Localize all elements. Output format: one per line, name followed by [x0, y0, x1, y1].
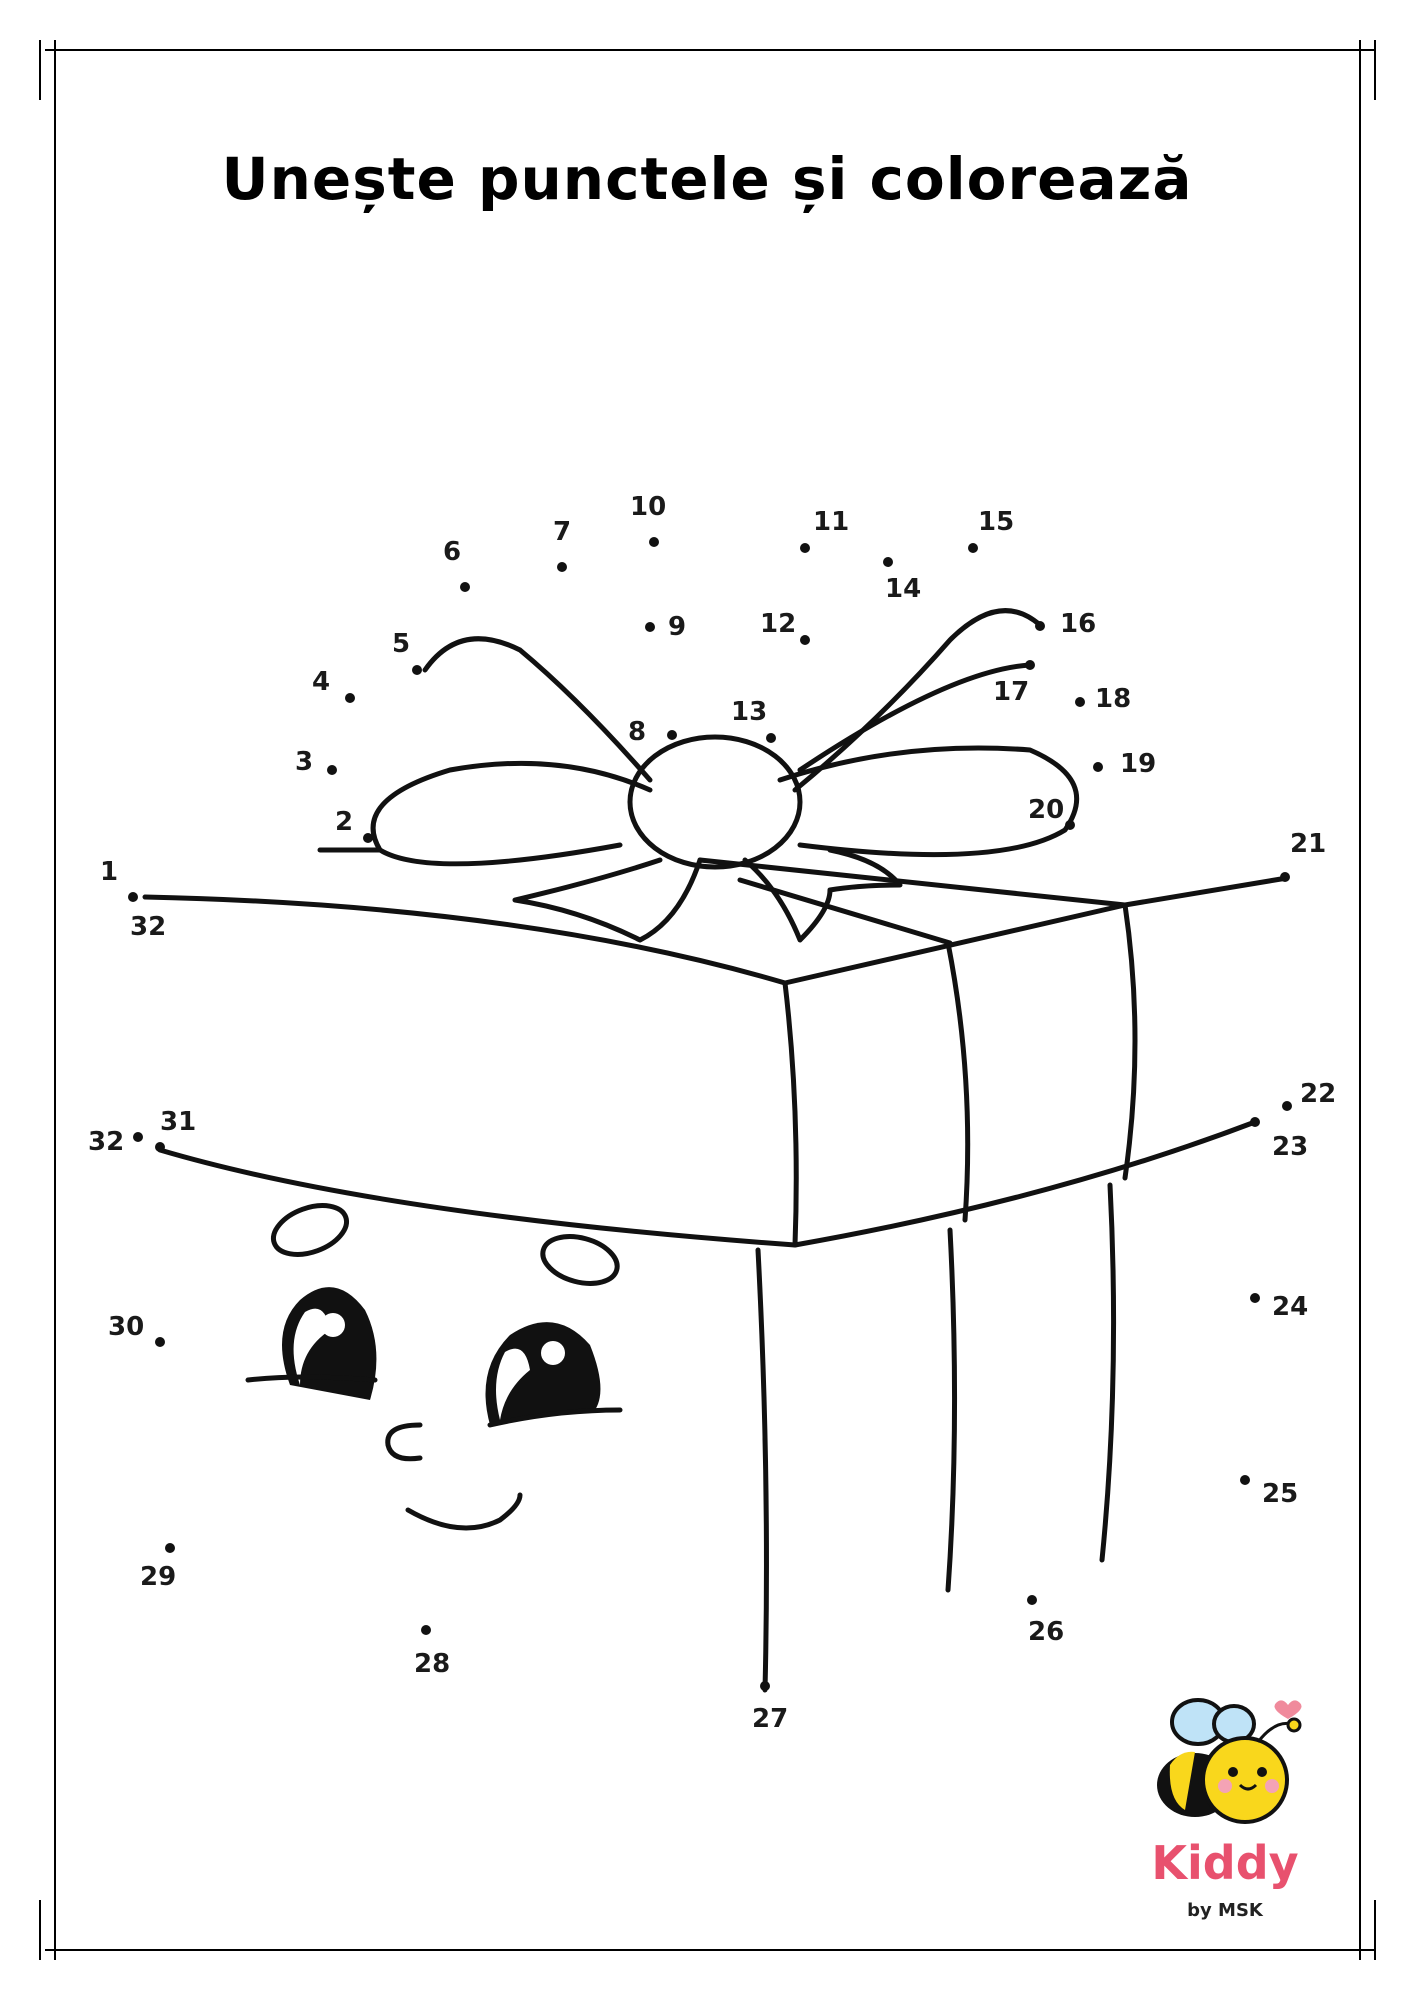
smile [405, 1492, 523, 1531]
lid-bottom-right-edge [792, 1119, 1258, 1248]
dot-6 [460, 582, 470, 592]
dot-13 [766, 733, 776, 743]
dot-label-14: 14 [885, 574, 921, 604]
lid-back-edge [697, 857, 1128, 908]
face-highlight-right [540, 1234, 620, 1286]
dot-label-18: 18 [1095, 684, 1131, 714]
dot-label-25: 25 [1262, 1479, 1298, 1509]
dot-label-23: 23 [1272, 1132, 1308, 1162]
dot-12 [800, 635, 810, 645]
dot-label-20: 20 [1028, 795, 1064, 825]
dot-23 [1250, 1117, 1260, 1127]
bow-tail-left [512, 857, 703, 943]
dot-label-5: 5 [392, 629, 410, 659]
bee-logo-icon [1157, 1698, 1302, 1824]
bow-left-lower-loop [370, 760, 653, 867]
dot-24 [1250, 1293, 1260, 1303]
dot-label-28: 28 [414, 1649, 450, 1679]
ribbon-lid-left [945, 940, 971, 1223]
dot-label-21: 21 [1290, 829, 1326, 859]
bow-knot [627, 734, 803, 870]
dot-1 [128, 892, 138, 902]
nose [385, 1422, 423, 1462]
dot-label-12: 12 [760, 609, 796, 639]
dot-label-8: 8 [628, 717, 646, 747]
dot-label-15: 15 [978, 507, 1014, 537]
dot-label-32: 32 [130, 912, 166, 942]
dot-label-26: 26 [1028, 1617, 1064, 1647]
dot-19 [1093, 762, 1103, 772]
lid-bottom-left-edge [157, 1147, 798, 1248]
box-body-ribbon-right [1099, 1182, 1117, 1563]
dot-label-16: 16 [1060, 609, 1096, 639]
dot-label-11: 11 [813, 507, 849, 537]
dot-25 [1240, 1475, 1250, 1485]
dot-2 [363, 833, 373, 843]
dot-label-19: 19 [1120, 749, 1156, 779]
dot-21 [1280, 872, 1290, 882]
dot-label-22: 22 [1300, 1079, 1336, 1109]
dot-7 [557, 562, 567, 572]
dot-11 [800, 543, 810, 553]
dot-label-9: 9 [668, 612, 686, 642]
dot-label-17: 17 [993, 677, 1029, 707]
dot-32 [133, 1132, 143, 1142]
dot-label-30: 30 [108, 1312, 144, 1342]
dot-label-1: 1 [100, 857, 118, 887]
dot-16 [1035, 621, 1045, 631]
dot-10 [649, 537, 659, 547]
dot-29 [165, 1543, 175, 1553]
brand-name: Kiddy [1151, 1836, 1299, 1890]
dot-8 [667, 730, 677, 740]
eye-left [245, 1287, 378, 1400]
dot-31 [155, 1142, 165, 1152]
eye-right [485, 1322, 623, 1428]
bow-right-inner [797, 662, 1033, 773]
dot-14 [883, 557, 893, 567]
bow-tail-right [742, 847, 903, 943]
dot-label-27: 27 [752, 1704, 788, 1734]
lid-corner-line [782, 980, 799, 1248]
dot-17 [1025, 660, 1035, 670]
face-highlight-left [271, 1203, 349, 1257]
bow-right-upper-loop [792, 608, 1043, 793]
dot-4 [345, 693, 355, 703]
dot-label-29: 29 [140, 1562, 176, 1592]
lid-top-left-edge [142, 894, 788, 986]
dot-label-13: 13 [731, 697, 767, 727]
dot-label-31: 31 [160, 1107, 196, 1137]
dot-26 [1027, 1595, 1037, 1605]
dot-30 [155, 1337, 165, 1347]
dot-22 [1282, 1101, 1292, 1111]
page-title: Unește punctele și colorează [221, 145, 1193, 213]
dot-label-3: 3 [295, 747, 313, 777]
bow-right-lower-loop [777, 745, 1080, 858]
box-body-left-line [755, 1247, 769, 1693]
dot-label-24: 24 [1272, 1292, 1308, 1322]
dot-label-7: 7 [553, 517, 571, 547]
dot-label-32: 32 [88, 1127, 124, 1157]
dot-15 [968, 543, 978, 553]
dot-18 [1075, 697, 1085, 707]
dot-3 [327, 765, 337, 775]
brand-subtitle: by MSK [1187, 1900, 1263, 1921]
dot-label-2: 2 [335, 807, 353, 837]
dot-9 [645, 622, 655, 632]
dot-28 [421, 1625, 431, 1635]
dot-27 [760, 1681, 770, 1691]
dot-20 [1065, 820, 1075, 830]
dot-label-6: 6 [443, 537, 461, 567]
dot-5 [412, 665, 422, 675]
ribbon-lid-right [1122, 902, 1138, 1181]
bow-left-upper-loop [422, 636, 653, 783]
dot-label-10: 10 [630, 492, 666, 522]
box-body-ribbon-left [945, 1227, 958, 1593]
dot-label-4: 4 [312, 667, 330, 697]
